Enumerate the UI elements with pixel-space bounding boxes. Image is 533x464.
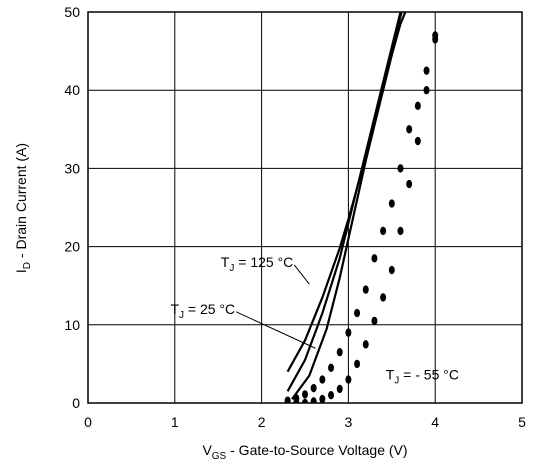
y-tick-label: 40 <box>64 82 80 98</box>
grid <box>88 12 522 403</box>
data-point <box>310 397 317 403</box>
annotation-main: T <box>386 367 395 383</box>
series-2 <box>291 12 407 400</box>
data-point <box>371 254 378 263</box>
x-axis-label-main: V <box>202 442 212 458</box>
y-tick-label: 30 <box>64 160 80 176</box>
data-point <box>345 328 352 337</box>
y-tick-label: 20 <box>64 239 80 255</box>
data-point <box>284 396 291 403</box>
series-line <box>291 12 407 400</box>
data-point <box>414 136 421 146</box>
data-point <box>371 316 378 326</box>
x-tick-label: 5 <box>518 414 526 430</box>
data-point <box>362 340 369 349</box>
y-axis-label-main: I <box>13 269 29 273</box>
data-point <box>406 125 413 134</box>
data-point <box>336 384 343 394</box>
data-point <box>319 375 326 384</box>
data-point <box>380 293 387 302</box>
y-tick-label: 10 <box>64 317 80 333</box>
annotation-rest: = 25 °C <box>184 301 235 317</box>
annotation-label: TJ = - 55 °C <box>386 367 459 387</box>
data-point <box>310 383 317 393</box>
data-point <box>328 390 335 400</box>
data-point <box>414 101 421 111</box>
x-axis-label-rest: - Gate-to-Source Voltage (V) <box>226 442 407 458</box>
plot-frame <box>87 11 523 404</box>
annotation-sub: J <box>179 310 184 321</box>
data-point <box>380 226 387 236</box>
annotation-label: TJ = 125 °C <box>221 254 293 274</box>
data-point <box>293 394 300 403</box>
data-point <box>354 308 361 318</box>
data-point <box>406 179 413 189</box>
x-tick-label: 1 <box>171 414 179 430</box>
series-1 <box>286 12 402 392</box>
data-point <box>345 375 352 384</box>
y-tick-label: 0 <box>72 395 80 411</box>
series-line <box>286 12 402 392</box>
data-point <box>397 226 404 236</box>
annotation-sub: J <box>229 263 234 274</box>
data-point <box>354 359 361 369</box>
data-point <box>388 265 395 275</box>
annotation-leader-line <box>293 264 310 285</box>
data-point <box>388 199 395 208</box>
data-point <box>302 398 308 403</box>
annotation-main: T <box>221 254 230 270</box>
annotations: TJ = 125 °CTJ = 25 °CTJ = - 55 °C <box>170 254 459 387</box>
data-point <box>328 363 335 373</box>
x-axis-label-sub: GS <box>212 451 227 462</box>
series-4 <box>284 31 439 403</box>
y-axis-label-sub: D <box>22 262 33 269</box>
x-tick-label: 0 <box>84 414 92 430</box>
data-point <box>397 164 404 173</box>
series-layer <box>284 12 439 403</box>
data-point <box>432 31 439 40</box>
data-point <box>302 390 308 399</box>
y-axis-label: ID - Drain Current (A) <box>13 143 33 273</box>
x-axis-label: VGS - Gate-to-Source Voltage (V) <box>202 442 407 462</box>
data-point <box>423 66 430 75</box>
x-tick-label: 3 <box>345 414 353 430</box>
annotation-sub: J <box>394 376 399 387</box>
x-tick-label: 4 <box>431 414 439 430</box>
data-point <box>423 86 430 95</box>
y-tick-label: 50 <box>64 4 80 20</box>
data-point <box>336 347 343 357</box>
data-point <box>319 394 326 403</box>
x-tick-label: 2 <box>258 414 266 430</box>
data-point <box>362 285 369 294</box>
annotation-leader-line <box>235 311 316 349</box>
annotation-main: T <box>170 301 179 317</box>
y-axis-label-rest: - Drain Current (A) <box>13 143 29 262</box>
annotation-label: TJ = 25 °C <box>170 301 235 321</box>
annotation-rest: = - 55 °C <box>399 367 459 383</box>
annotation-rest: = 125 °C <box>234 254 293 270</box>
